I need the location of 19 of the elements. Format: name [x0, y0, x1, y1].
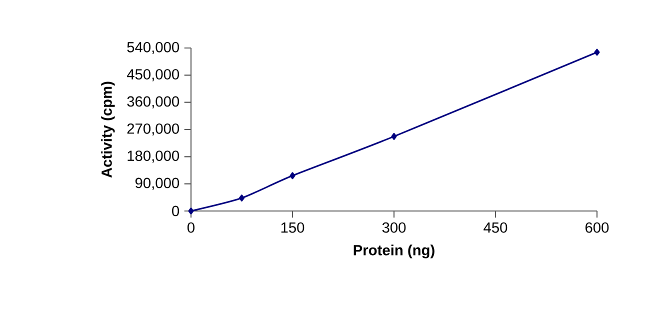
point	[188, 208, 194, 214]
y-tick-label: 360,000	[127, 96, 180, 108]
y-tick-label: 270,000	[127, 123, 180, 136]
x-tick-label: 300	[382, 222, 406, 233]
x-tick-label: 0	[187, 222, 194, 233]
y-tick-label: 180,000	[128, 150, 180, 163]
point	[594, 48, 600, 56]
y-tick-label: 0	[172, 206, 180, 216]
x-axis-title: Protein (ng)	[354, 244, 434, 258]
x-tick-label: 450	[484, 222, 508, 233]
y-tick-label: 90,000	[135, 178, 180, 190]
point	[290, 172, 296, 180]
x-tick-label: 600	[586, 222, 609, 233]
y-tick-label: 450,000	[126, 69, 180, 82]
y-tick-label: 540,000	[127, 42, 180, 54]
point	[391, 132, 397, 140]
x-tick-label: 150	[281, 222, 304, 233]
y-axis-title: Activity (cpm)	[101, 82, 115, 178]
point	[238, 194, 245, 202]
